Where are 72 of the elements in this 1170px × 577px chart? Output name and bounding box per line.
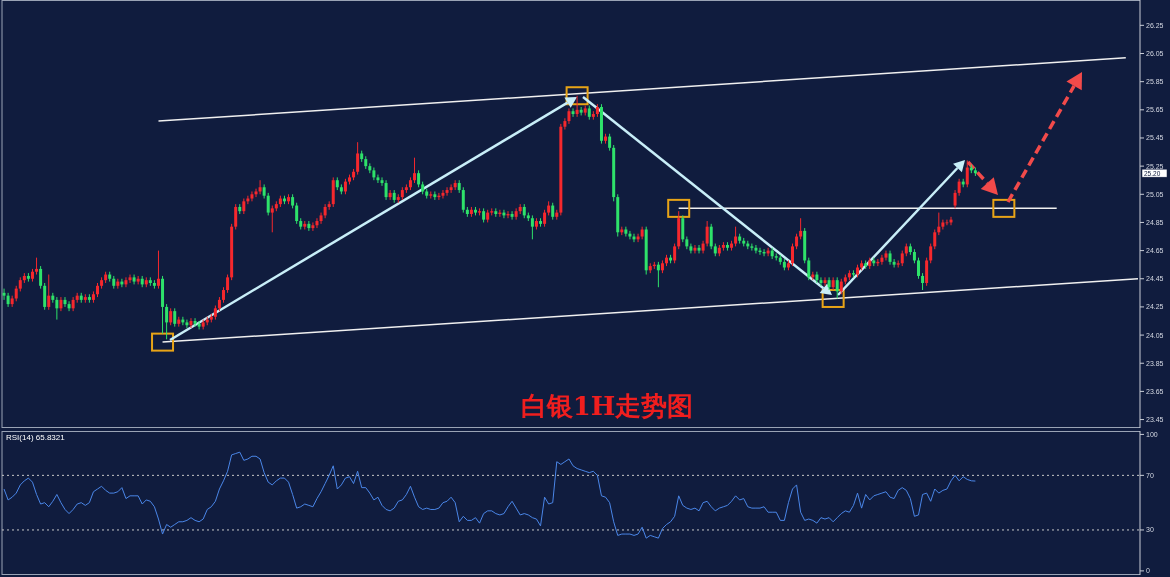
candlestick (441, 189, 445, 200)
candlestick (530, 214, 534, 240)
candlestick (307, 220, 311, 232)
candlestick (47, 274, 51, 311)
candlestick (63, 296, 67, 308)
candlestick (624, 226, 628, 238)
candlestick (250, 190, 254, 202)
candlestick (266, 192, 270, 216)
point (667, 198, 691, 218)
candlestick (67, 300, 71, 312)
candlestick (55, 296, 59, 321)
candlestick (925, 257, 929, 287)
candlestick (311, 221, 315, 232)
candlestick (156, 250, 160, 290)
candlestick (705, 220, 709, 247)
candlestick (575, 95, 579, 118)
candlestick (750, 243, 754, 252)
candlestick (933, 228, 937, 250)
candlestick (799, 217, 803, 240)
candlestick (384, 179, 388, 201)
candlestick (226, 274, 230, 294)
candlestick (388, 189, 392, 201)
candlestick (819, 276, 823, 287)
candlestick (258, 179, 262, 195)
candlestick (965, 160, 969, 188)
candlestick (807, 257, 811, 281)
candlestick (571, 107, 575, 118)
candlestick (356, 141, 360, 176)
candlestick (754, 244, 758, 254)
candlestick (945, 219, 949, 226)
candlestick (331, 176, 335, 208)
candlestick (697, 244, 701, 254)
candlestick (734, 226, 738, 247)
candlestick (445, 186, 449, 197)
candlestick (193, 317, 197, 328)
candlestick (124, 276, 128, 288)
candlestick (823, 276, 827, 287)
title: RSI(14) 65.8321 (6, 433, 65, 442)
candlestick (929, 243, 933, 264)
candlestick (791, 243, 794, 267)
candlestick (185, 319, 189, 329)
candlestick (835, 276, 839, 299)
point (821, 288, 845, 308)
candlestick (270, 205, 274, 233)
candlestick (189, 317, 193, 329)
candlestick (510, 210, 514, 221)
point (151, 332, 175, 352)
candlestick (43, 282, 47, 311)
candlestick (315, 217, 319, 229)
point (992, 198, 1016, 218)
candlestick (197, 320, 201, 330)
candlestick (413, 157, 417, 184)
candlestick (514, 207, 518, 221)
candlestick (880, 254, 884, 266)
candlestick (673, 243, 677, 264)
candlestick (128, 274, 132, 284)
candlestick (831, 276, 835, 291)
candlestick (165, 303, 169, 340)
candlestick (173, 307, 177, 328)
candlestick (234, 203, 238, 230)
candlestick (681, 214, 685, 243)
candlestick (295, 202, 299, 225)
candlestick (461, 186, 465, 214)
candlestick (709, 223, 713, 250)
candlestick (693, 244, 697, 254)
candlestick (917, 257, 920, 280)
point (565, 86, 589, 106)
candlestick (449, 183, 453, 194)
candlestick (628, 230, 632, 240)
candlestick (39, 265, 43, 290)
candlestick (827, 276, 831, 291)
title: 白银1H走势图 (520, 391, 694, 421)
